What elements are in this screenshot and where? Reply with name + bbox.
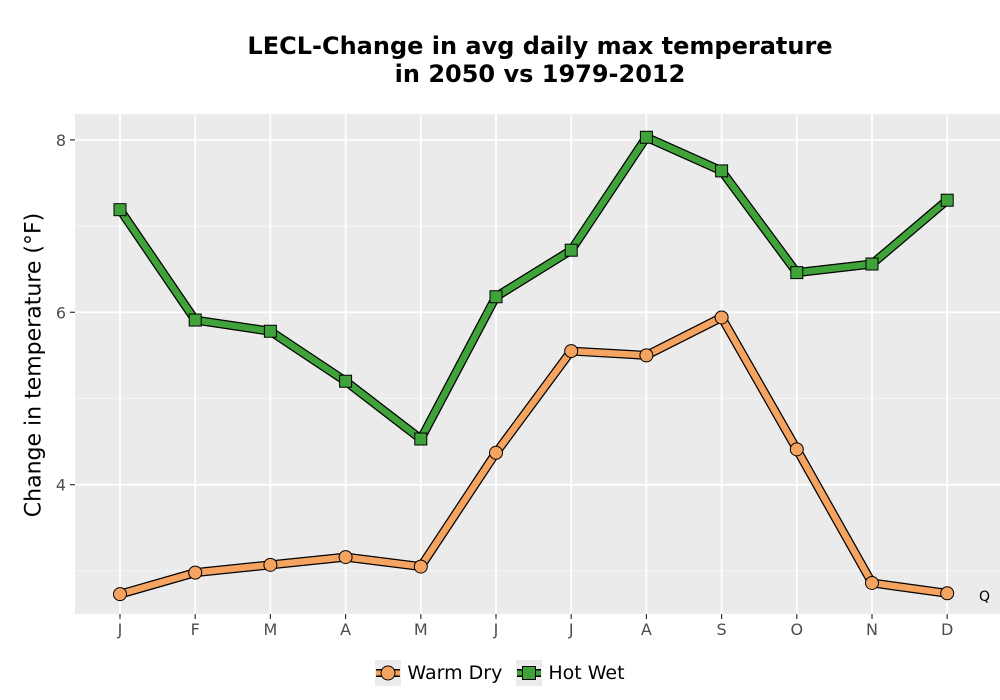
data-point-warm-dry [714,310,729,325]
y-tick-label: 8 [56,131,66,150]
x-tick-label: S [717,620,727,639]
x-tick-label: O [791,620,804,639]
legend: Warm Dry Hot Wet [0,660,1000,686]
legend-label-warm-dry: Warm Dry [407,662,503,684]
x-tick-label: F [191,620,200,639]
plot-panel [75,114,1000,614]
axis-ticks: 4 6 8 J F M A M J J A S O N D [56,131,954,639]
x-tick-label: D [941,620,953,639]
data-point-hot-wet [414,432,428,446]
data-point-hot-wet [639,130,653,144]
chart-title-line-1: LECL-Change in avg daily max temperature [247,32,833,60]
y-tick-label: 4 [56,476,66,495]
legend-key-hot-wet [516,660,543,686]
x-tick-label: J [117,620,123,639]
data-point-warm-dry [263,557,278,572]
chart-title-line-2: in 2050 vs 1979-2012 [394,60,686,88]
x-tick-label: N [866,620,878,639]
data-point-hot-wet [564,243,578,257]
data-point-warm-dry [865,575,879,590]
data-point-warm-dry [940,586,955,601]
x-tick-label: M [263,620,277,639]
data-point-warm-dry [188,565,203,580]
x-tick-label: A [641,620,652,639]
series-line-warm-dry [116,314,951,598]
data-point-hot-wet [339,374,353,388]
data-point-warm-dry [113,587,127,602]
data-point-hot-wet [865,257,879,271]
data-point-hot-wet [113,203,127,217]
legend-item-warm-dry: Warm Dry [375,660,502,686]
chart-title: LECL-Change in avg daily max temperature… [75,32,1000,88]
grid-lines [75,114,1000,614]
corner-note: Q [979,589,991,605]
data-point-hot-wet [188,313,202,327]
data-point-warm-dry [413,559,428,574]
data-point-warm-dry [489,445,503,460]
data-point-hot-wet [715,164,729,178]
x-tick-label: M [414,620,428,639]
data-point-hot-wet [489,290,503,304]
legend-label-hot-wet: Hot Wet [548,662,625,684]
x-tick-label: J [493,620,499,639]
data-point-warm-dry [564,344,579,359]
legend-item-hot-wet: Hot Wet [516,660,625,686]
legend-key-warm-dry [375,660,402,686]
series-line-hot-wet [116,134,951,443]
x-tick-label: A [340,620,351,639]
data-point-hot-wet [790,266,804,280]
series-lines [113,130,955,602]
data-point-warm-dry [789,442,804,457]
data-point-warm-dry [639,348,654,363]
data-point-hot-wet [940,193,954,207]
y-tick-label: 6 [56,303,66,322]
data-point-warm-dry [338,550,353,565]
x-tick-label: J [568,620,574,639]
data-point-hot-wet [263,324,277,338]
